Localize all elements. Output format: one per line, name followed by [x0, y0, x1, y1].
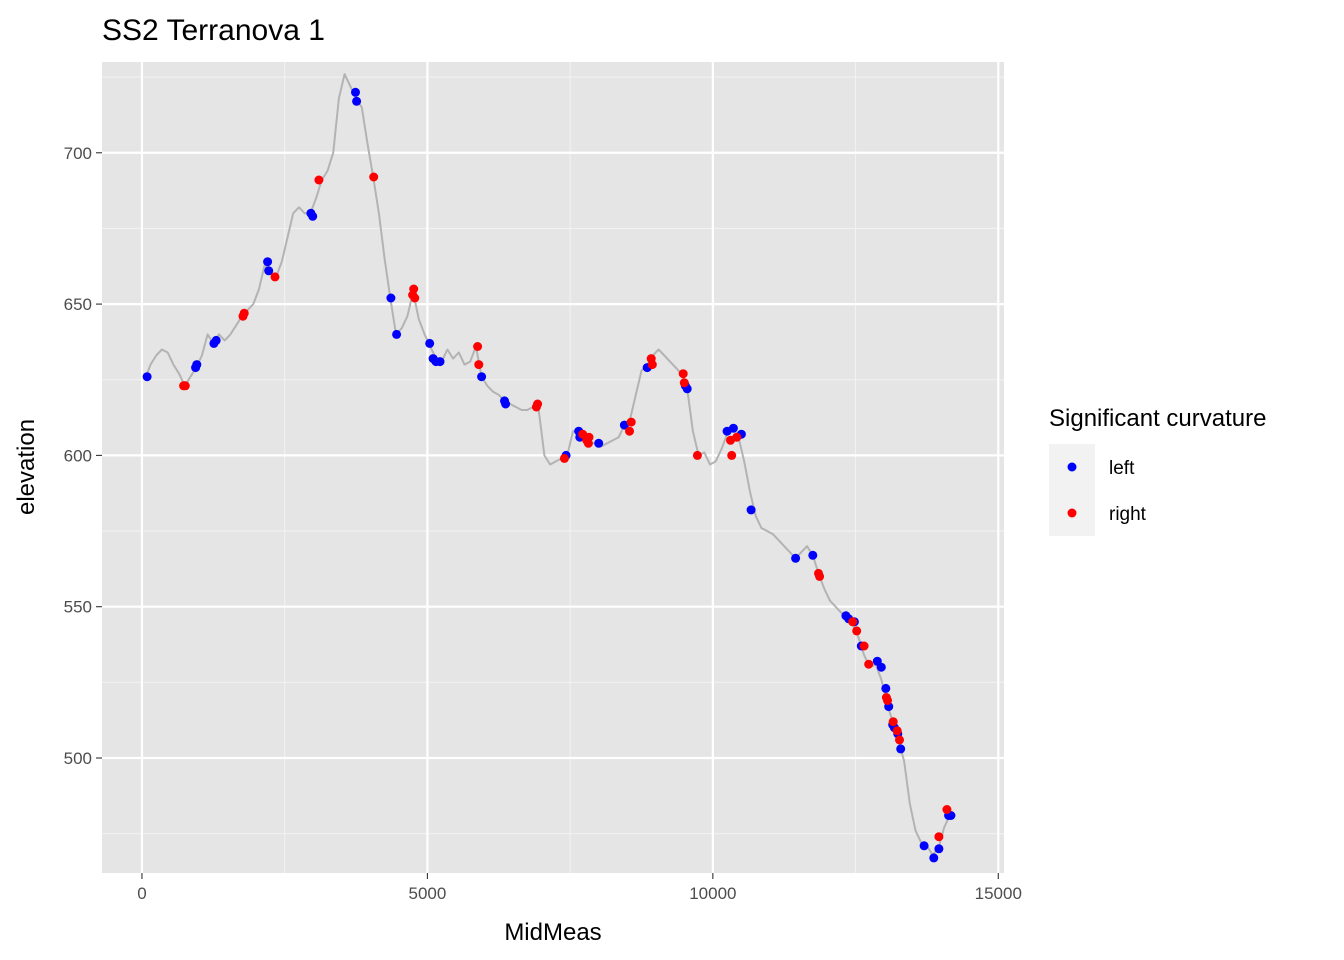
- point-left: [211, 335, 221, 345]
- point-left: [308, 211, 318, 221]
- point-left: [501, 399, 511, 409]
- x-axis: 0 5000 10000 15000: [137, 873, 1022, 903]
- point-right: [727, 450, 737, 460]
- point-left: [425, 338, 435, 348]
- grid-minor: [102, 62, 1004, 873]
- point-right: [626, 417, 636, 427]
- point-left: [477, 372, 487, 382]
- point-right: [942, 805, 952, 814]
- y-tick-label: 700: [64, 144, 92, 163]
- point-right: [864, 659, 874, 669]
- legend-label-right: right: [1109, 504, 1147, 525]
- point-right: [895, 735, 904, 745]
- point-right: [732, 432, 742, 442]
- point-right: [678, 369, 688, 379]
- legend-title: Significant curvature: [1049, 405, 1266, 432]
- point-right: [892, 726, 902, 736]
- point-right: [474, 360, 484, 370]
- x-tick-label: 10000: [689, 884, 736, 903]
- point-left: [386, 293, 396, 303]
- point-right: [369, 172, 379, 182]
- point-right: [934, 832, 944, 842]
- point-left: [896, 744, 906, 754]
- point-left: [746, 505, 756, 515]
- x-tick-label: 15000: [975, 884, 1022, 903]
- point-left: [351, 87, 360, 97]
- legend-label-left: left: [1109, 458, 1135, 479]
- point-right: [883, 696, 892, 705]
- point-left: [881, 683, 891, 693]
- legend-key-box: [1049, 444, 1095, 536]
- y-tick-label: 550: [64, 598, 92, 617]
- point-right: [815, 571, 825, 581]
- point-left: [142, 372, 152, 382]
- point-right: [848, 617, 858, 627]
- point-left: [929, 853, 939, 863]
- point-left: [264, 266, 274, 276]
- point-left: [791, 553, 801, 563]
- plot-panel: [102, 62, 1004, 873]
- x-axis-title: MidMeas: [504, 919, 601, 946]
- point-left: [263, 257, 273, 267]
- point-right: [239, 308, 249, 318]
- y-axis-title: elevation: [13, 419, 40, 515]
- point-right: [888, 717, 898, 727]
- point-left: [728, 423, 738, 433]
- point-left: [808, 550, 818, 560]
- point-right: [314, 175, 324, 185]
- point-right: [625, 426, 634, 436]
- x-tick-label: 0: [137, 884, 146, 903]
- curvature-points: [142, 87, 956, 863]
- point-right: [583, 438, 593, 448]
- point-right: [692, 450, 702, 460]
- point-left: [392, 329, 402, 339]
- point-right: [180, 381, 190, 391]
- point-right: [852, 626, 862, 636]
- point-right: [647, 360, 657, 370]
- legend-key-right: [1067, 508, 1077, 518]
- legend: Significant curvature left right: [1049, 405, 1266, 536]
- point-left: [919, 841, 929, 851]
- point-right: [533, 399, 543, 409]
- y-tick-label: 600: [64, 446, 92, 465]
- grid-major: [102, 62, 1004, 873]
- legend-key-left: [1067, 462, 1077, 472]
- point-right: [408, 290, 418, 300]
- point-right: [859, 641, 869, 651]
- point-left: [192, 360, 202, 370]
- x-tick-label: 5000: [408, 884, 446, 903]
- chart-title: SS2 Terranova 1: [102, 14, 325, 47]
- point-right: [679, 378, 689, 388]
- point-left: [352, 96, 362, 106]
- y-axis: 500 550 600 650 700: [64, 144, 102, 768]
- point-left: [435, 357, 445, 367]
- point-right: [270, 272, 280, 282]
- y-tick-label: 500: [64, 749, 92, 768]
- point-left: [594, 438, 604, 448]
- y-tick-label: 650: [64, 295, 92, 314]
- point-left: [934, 844, 944, 854]
- point-right: [559, 453, 569, 463]
- point-left: [876, 662, 886, 672]
- point-left: [619, 420, 629, 430]
- point-right: [473, 342, 483, 351]
